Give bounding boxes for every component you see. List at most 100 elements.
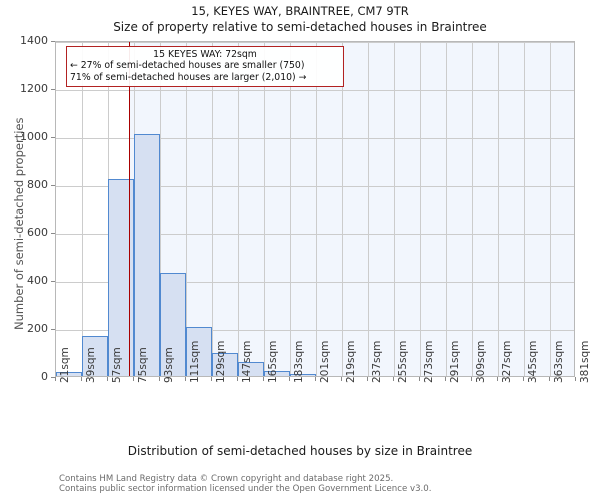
x-axis-tick-mark bbox=[237, 377, 238, 381]
x-axis-tick-label: 201sqm bbox=[319, 340, 331, 383]
gridline-vertical bbox=[368, 42, 369, 376]
histogram-bar bbox=[160, 272, 186, 376]
histogram-bar bbox=[212, 353, 238, 376]
histogram-bar bbox=[186, 326, 212, 376]
gridline-vertical bbox=[186, 42, 187, 376]
x-axis-tick-mark bbox=[159, 377, 160, 381]
x-axis-tick-mark bbox=[133, 377, 134, 381]
gridline-horizontal bbox=[56, 42, 574, 43]
gridline-vertical bbox=[160, 42, 161, 376]
histogram-bar bbox=[264, 371, 290, 376]
y-axis-tick-label: 1400 bbox=[20, 34, 48, 47]
x-axis-tick-mark bbox=[497, 377, 498, 381]
x-axis-tick-label: 39sqm bbox=[85, 347, 97, 383]
x-axis-tick-label: 165sqm bbox=[267, 340, 279, 383]
x-axis-tick-label: 381sqm bbox=[579, 340, 591, 383]
x-axis-tick-mark bbox=[419, 377, 420, 381]
y-axis-tick-label: 0 bbox=[41, 370, 48, 383]
y-axis-title: Number of semi-detached properties bbox=[12, 117, 26, 330]
gridline-vertical bbox=[342, 42, 343, 376]
chart-subtitle: Size of property relative to semi-detach… bbox=[113, 20, 487, 34]
histogram-bar bbox=[290, 374, 316, 376]
x-axis-tick-mark bbox=[393, 377, 394, 381]
y-axis-tick-label: 1000 bbox=[20, 130, 48, 143]
x-axis-tick-label: 255sqm bbox=[397, 340, 409, 383]
y-axis-tick-mark bbox=[51, 233, 55, 234]
x-axis-tick-label: 75sqm bbox=[137, 347, 149, 383]
annotation-larger-text: 71% of semi-detached houses are larger (… bbox=[70, 71, 307, 83]
gridline-vertical bbox=[498, 42, 499, 376]
gridline-horizontal bbox=[56, 330, 574, 331]
gridline-vertical bbox=[446, 42, 447, 376]
property-size-marker-line bbox=[128, 42, 131, 376]
x-axis-tick-mark bbox=[523, 377, 524, 381]
x-axis-tick-mark bbox=[471, 377, 472, 381]
histogram-bar bbox=[238, 361, 264, 376]
x-axis-tick-label: 183sqm bbox=[293, 340, 305, 383]
x-axis-tick-label: 273sqm bbox=[423, 340, 435, 383]
x-axis-tick-mark bbox=[445, 377, 446, 381]
x-axis-tick-mark bbox=[367, 377, 368, 381]
chart-title: 15, KEYES WAY, BRAINTREE, CM7 9TR bbox=[191, 4, 409, 18]
x-axis-tick-mark bbox=[81, 377, 82, 381]
annotation-smaller-text: ← 27% of semi-detached houses are smalle… bbox=[70, 60, 305, 72]
x-axis-tick-label: 345sqm bbox=[527, 340, 539, 383]
y-axis-tick-label: 200 bbox=[27, 322, 48, 335]
larger-region-shading bbox=[129, 42, 574, 376]
property-annotation-box: 15 KEYES WAY: 72sqm ← 27% of semi-detach… bbox=[66, 46, 344, 87]
gridline-horizontal bbox=[56, 186, 574, 187]
y-axis-tick-label: 600 bbox=[27, 226, 48, 239]
y-axis-tick-mark bbox=[51, 137, 55, 138]
gridline-vertical bbox=[290, 42, 291, 376]
x-axis-tick-label: 291sqm bbox=[449, 340, 461, 383]
y-axis-tick-label: 1200 bbox=[20, 82, 48, 95]
x-axis-tick-mark bbox=[315, 377, 316, 381]
y-axis-tick-mark bbox=[51, 89, 55, 90]
x-axis-tick-label: 237sqm bbox=[371, 340, 383, 383]
histogram-bar bbox=[134, 133, 160, 376]
y-axis-tick-mark bbox=[51, 329, 55, 330]
x-axis-tick-mark bbox=[549, 377, 550, 381]
x-axis-title: Distribution of semi-detached houses by … bbox=[127, 444, 473, 458]
gridline-vertical bbox=[82, 42, 83, 376]
y-axis-tick-label: 400 bbox=[27, 274, 48, 287]
gridline-horizontal bbox=[56, 90, 574, 91]
y-axis-tick-mark bbox=[51, 377, 55, 378]
x-axis-tick-mark bbox=[107, 377, 108, 381]
gridline-vertical bbox=[550, 42, 551, 376]
x-axis-tick-label: 363sqm bbox=[553, 340, 565, 383]
histogram-bar bbox=[82, 336, 108, 376]
y-axis-tick-mark bbox=[51, 185, 55, 186]
gridline-vertical bbox=[394, 42, 395, 376]
x-axis-tick-mark bbox=[263, 377, 264, 381]
x-axis-tick-label: 21sqm bbox=[59, 347, 71, 383]
gridline-vertical bbox=[238, 42, 239, 376]
x-axis-tick-label: 111sqm bbox=[189, 340, 201, 383]
gridline-vertical bbox=[524, 42, 525, 376]
gridline-vertical bbox=[420, 42, 421, 376]
x-axis-tick-mark bbox=[341, 377, 342, 381]
annotation-headline: 15 KEYES WAY: 72sqm bbox=[153, 49, 257, 60]
gridline-vertical bbox=[316, 42, 317, 376]
x-axis-tick-mark bbox=[575, 377, 576, 381]
x-axis-tick-mark bbox=[289, 377, 290, 381]
x-axis-tick-label: 147sqm bbox=[241, 340, 253, 383]
y-axis-tick-label: 800 bbox=[27, 178, 48, 191]
x-axis-tick-mark bbox=[55, 377, 56, 381]
x-axis-tick-label: 93sqm bbox=[163, 347, 175, 383]
x-axis-tick-mark bbox=[185, 377, 186, 381]
x-axis-tick-label: 309sqm bbox=[475, 340, 487, 383]
gridline-horizontal bbox=[56, 138, 574, 139]
x-axis-tick-label: 129sqm bbox=[215, 340, 227, 383]
footer-attribution-line-1: Contains HM Land Registry data © Crown c… bbox=[59, 474, 394, 484]
gridline-vertical bbox=[212, 42, 213, 376]
y-axis-tick-mark bbox=[51, 281, 55, 282]
footer-attribution-line-2: Contains public sector information licen… bbox=[59, 484, 432, 494]
histogram-bar bbox=[56, 372, 82, 376]
y-axis-tick-mark bbox=[51, 41, 55, 42]
gridline-vertical bbox=[264, 42, 265, 376]
gridline-horizontal bbox=[56, 234, 574, 235]
x-axis-tick-label: 57sqm bbox=[111, 347, 123, 383]
x-axis-tick-mark bbox=[211, 377, 212, 381]
